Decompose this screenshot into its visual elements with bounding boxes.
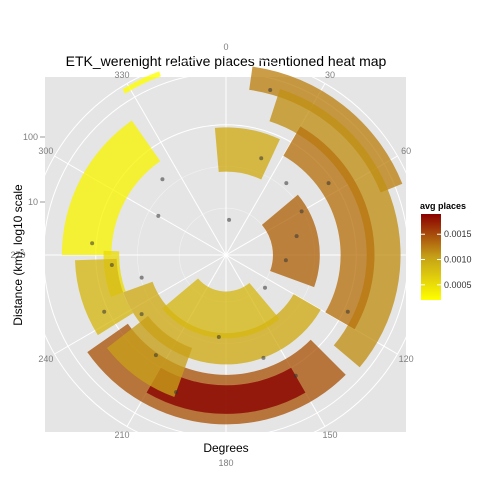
data-point	[109, 262, 114, 267]
data-point	[216, 334, 221, 339]
data-point	[102, 309, 107, 314]
data-point	[156, 213, 161, 218]
data-point	[263, 285, 268, 290]
grid-spoke	[126, 83, 227, 256]
data-point	[153, 353, 158, 358]
density-region	[162, 278, 280, 339]
angle-tick-label: 330	[114, 70, 129, 80]
density-region	[146, 367, 306, 414]
legend: avg places 0.0015 0.0010 0.0005	[420, 201, 472, 300]
x-axis-title: Degrees	[203, 441, 248, 455]
angle-tick-label: 30	[325, 70, 335, 80]
angle-tick-label: 120	[399, 354, 414, 364]
data-point	[90, 241, 95, 246]
angle-tick-label: 60	[401, 146, 411, 156]
data-point	[139, 275, 144, 280]
angle-tick-label: 180	[218, 458, 233, 468]
density-region	[214, 127, 280, 180]
data-point	[293, 373, 298, 378]
density-region	[106, 315, 193, 397]
data-point	[268, 88, 273, 93]
y-axis-title: Distance (km), log10 scale	[11, 184, 25, 326]
observation-points	[90, 88, 350, 395]
data-point	[283, 258, 288, 263]
r-tick-label-100: 100	[23, 132, 38, 142]
data-point	[294, 234, 299, 239]
density-region	[283, 126, 375, 330]
legend-tick-label: 0.0010	[444, 255, 472, 265]
data-point	[227, 217, 232, 222]
data-point	[174, 390, 179, 395]
angle-tick-label: 240	[38, 354, 53, 364]
data-point	[326, 181, 331, 186]
data-point	[160, 177, 165, 182]
density-region	[261, 194, 320, 288]
angle-tick-label: 0	[223, 42, 228, 52]
data-point	[259, 156, 264, 161]
legend-tick-label: 0.0015	[444, 229, 472, 239]
legend-tick-label: 0.0005	[444, 280, 472, 290]
angle-tick-label: 300	[38, 146, 53, 156]
angle-tick-label: 270	[10, 250, 25, 260]
legend-title: avg places	[420, 201, 466, 211]
density-region	[61, 120, 161, 255]
density-region	[122, 71, 161, 94]
legend-colorbar	[421, 214, 441, 300]
grid-spoke	[54, 155, 227, 256]
data-point	[284, 181, 289, 186]
data-point	[139, 312, 144, 317]
r-tick-label-10: 10	[28, 197, 38, 207]
legend-ticks: 0.0015 0.0010 0.0005	[421, 229, 472, 290]
density-region	[74, 258, 134, 336]
data-point	[261, 355, 266, 360]
density-regions	[61, 66, 403, 425]
data-point	[345, 309, 350, 314]
data-point	[299, 209, 304, 214]
angle-tick-label: 150	[322, 430, 337, 440]
angle-tick-label: 210	[114, 430, 129, 440]
